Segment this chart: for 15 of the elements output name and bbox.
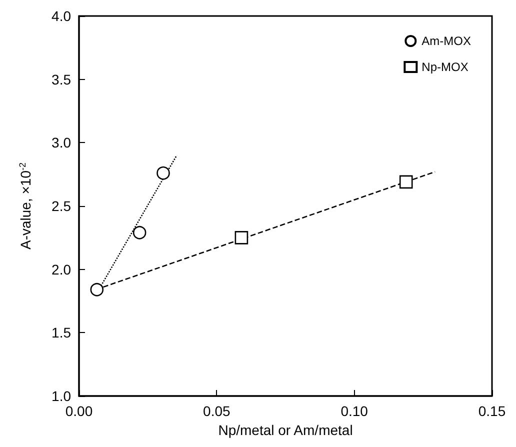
legend-label: Am-MOX <box>422 34 472 48</box>
x-axis-title: Np/metal or Am/metal <box>218 422 353 438</box>
y-tick-label: 1.0 <box>52 388 72 404</box>
y-tick-label: 2.0 <box>52 261 72 278</box>
y-tick-label: 2.5 <box>52 198 72 214</box>
x-tick-label: 0.10 <box>340 403 368 419</box>
y-tick-label: 3.0 <box>52 134 72 151</box>
y-tick-label: 1.5 <box>52 324 72 341</box>
x-tick-label: 0.00 <box>65 403 93 419</box>
x-tick-label: 0.15 <box>478 403 506 419</box>
y-tick-label: 3.5 <box>52 71 72 88</box>
y-tick-label: 4.0 <box>52 8 72 24</box>
x-tick-label: 0.05 <box>203 403 231 419</box>
y-axis-title: A-value, ×10-2 <box>18 162 34 250</box>
legend-label: Np-MOX <box>422 60 468 74</box>
